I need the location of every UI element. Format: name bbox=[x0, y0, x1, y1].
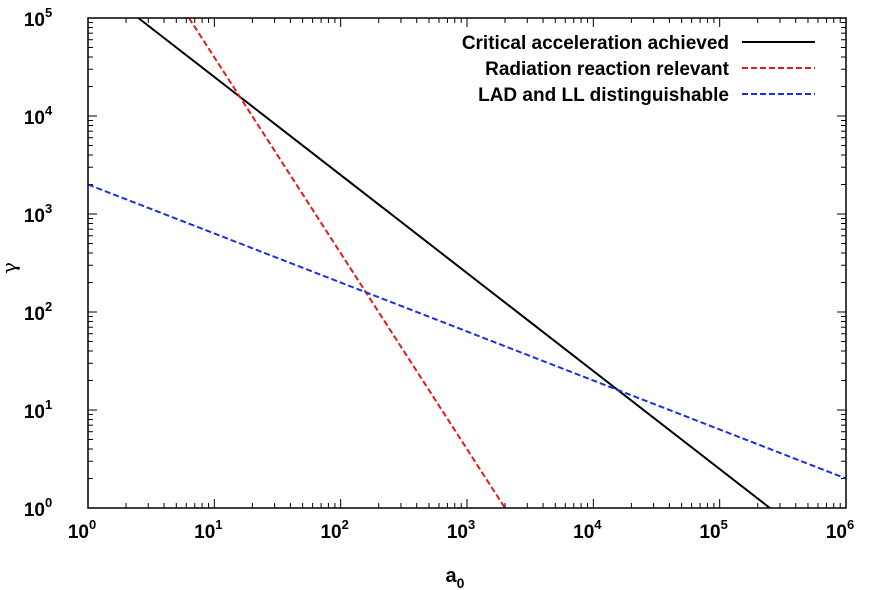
series-lines bbox=[87, 17, 847, 509]
y-tick-label: 103 bbox=[24, 201, 52, 227]
axis-ticks bbox=[87, 17, 847, 509]
x-tick-label: 105 bbox=[699, 517, 727, 543]
x-tick-label: 104 bbox=[573, 517, 602, 543]
y-tick-label: 100 bbox=[24, 495, 52, 521]
legend: Critical acceleration achieved Radiation … bbox=[462, 33, 815, 106]
x-tick-label: 101 bbox=[194, 517, 222, 543]
x-tick-label: 106 bbox=[826, 517, 854, 543]
x-tick-label: 100 bbox=[68, 517, 96, 543]
legend-label: LAD and LL distinguishable bbox=[478, 85, 729, 106]
tick-labels: 100 101 102 103 104 105 106 100 101 102 103 104 105 bbox=[24, 5, 854, 543]
plot-frame bbox=[87, 17, 847, 509]
series-line-3 bbox=[87, 183, 847, 480]
legend-label: Critical acceleration achieved bbox=[462, 33, 729, 54]
x-tick-label: 103 bbox=[447, 517, 475, 543]
series-line-2 bbox=[188, 17, 506, 509]
legend-label: Radiation reaction relevant bbox=[485, 59, 730, 80]
y-axis-label: γ bbox=[0, 262, 21, 274]
y-tick-label: 105 bbox=[24, 5, 52, 31]
x-tick-label: 102 bbox=[320, 517, 348, 543]
series-line-1 bbox=[137, 17, 771, 509]
y-tick-label: 101 bbox=[24, 397, 52, 423]
x-axis-label: a0 bbox=[446, 565, 465, 590]
y-tick-label: 102 bbox=[24, 299, 52, 325]
y-tick-label: 104 bbox=[24, 103, 53, 129]
